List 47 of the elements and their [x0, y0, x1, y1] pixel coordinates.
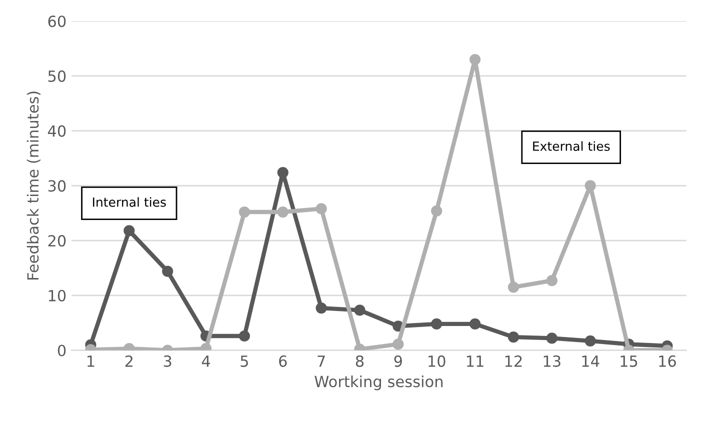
y-tick-label: 20 — [48, 235, 66, 247]
point — [469, 318, 481, 330]
x-tick-label: 11 — [466, 356, 484, 367]
x-tick-label: 8 — [356, 355, 364, 367]
point — [124, 225, 135, 236]
point — [508, 282, 520, 293]
point — [354, 304, 366, 316]
y-tick-label: 30 — [48, 180, 66, 192]
point — [277, 206, 288, 218]
point — [546, 275, 558, 286]
point — [238, 206, 250, 218]
text: External ties — [533, 141, 610, 151]
x-tick-label: 2 — [125, 355, 132, 367]
point — [546, 332, 558, 344]
x-tick-label: 7 — [318, 356, 325, 367]
y-tick-label: 0 — [58, 344, 66, 356]
point — [431, 318, 442, 330]
point — [431, 205, 442, 216]
x-tick-label: 13 — [544, 355, 560, 367]
series-label: Internal ties — [93, 197, 166, 207]
point — [277, 166, 288, 178]
y-tick-label: 10 — [48, 290, 66, 302]
y-tick-label: 40 — [48, 125, 66, 137]
point — [392, 338, 404, 350]
x-tick-label: 9 — [394, 355, 402, 367]
x-tick-label: 1 — [88, 356, 94, 367]
point — [584, 180, 596, 192]
x-tick-label: 12 — [505, 355, 522, 367]
point — [469, 54, 481, 66]
x-tick-label: 6 — [279, 355, 287, 367]
x-tick-label: 16 — [659, 355, 676, 367]
x-axis-title: Wortking session — [314, 375, 443, 390]
y-axis-title: Feedback time (minutes) — [26, 92, 40, 280]
point — [316, 302, 327, 314]
y-tick-label: 50 — [48, 70, 66, 82]
point — [584, 335, 596, 346]
point — [162, 266, 174, 277]
point — [316, 203, 327, 214]
point — [238, 330, 250, 342]
x-tick-label: 5 — [240, 356, 248, 367]
point — [508, 332, 520, 343]
x-tick-label: 3 — [164, 355, 172, 367]
x-tick-label: 10 — [428, 355, 446, 367]
x-tick-label: 15 — [620, 356, 638, 367]
x-tick-label: 4 — [202, 356, 210, 367]
x-tick-label: 14 — [582, 356, 600, 367]
y-tick-label: 60 — [48, 16, 66, 28]
